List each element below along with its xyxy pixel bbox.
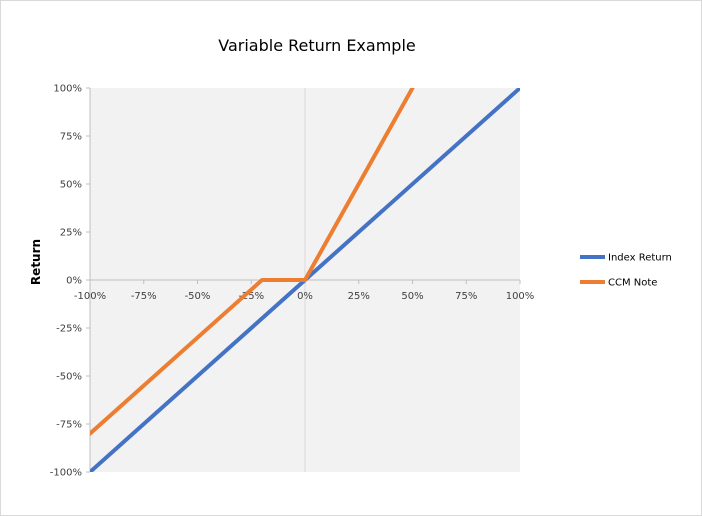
x-tick-label: -75% [131, 291, 157, 302]
legend-label: CCM Note [608, 278, 657, 289]
x-tick-label: 100% [506, 291, 535, 302]
x-tick-label: 0% [297, 291, 313, 302]
y-tick-label: 75% [60, 132, 82, 143]
y-tick-label: 50% [60, 180, 82, 191]
y-axis-title: Return [29, 239, 43, 285]
series-line-ccm-note [90, 88, 415, 436]
chart-title: Variable Return Example [218, 36, 416, 55]
x-tick-label: -25% [238, 291, 264, 302]
y-tick-label: -75% [56, 420, 82, 431]
x-tick-label: 75% [455, 291, 477, 302]
y-tick-label: -50% [56, 372, 82, 383]
y-tick-label: -25% [56, 324, 82, 335]
y-tick-label: 100% [53, 84, 82, 95]
x-tick-label: 50% [401, 291, 423, 302]
y-tick-label: -100% [50, 468, 82, 479]
x-tick-label: -100% [74, 291, 106, 302]
y-tick-label: 25% [60, 228, 82, 239]
x-tick-label: 25% [348, 291, 370, 302]
legend-label: Index Return [608, 253, 672, 264]
x-tick-label: -50% [185, 291, 211, 302]
y-tick-label: 0% [66, 276, 82, 287]
